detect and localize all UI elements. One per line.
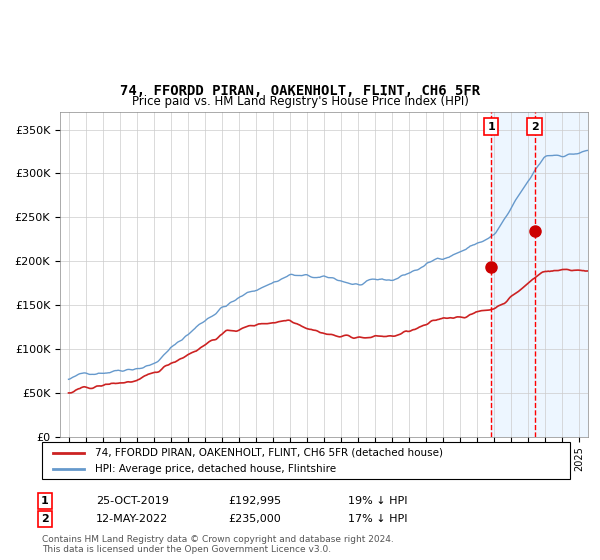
Text: 2: 2: [41, 514, 49, 524]
Text: Contains HM Land Registry data © Crown copyright and database right 2024.
This d: Contains HM Land Registry data © Crown c…: [42, 535, 394, 554]
Text: HPI: Average price, detached house, Flintshire: HPI: Average price, detached house, Flin…: [95, 464, 336, 474]
Text: £235,000: £235,000: [228, 514, 281, 524]
Text: Price paid vs. HM Land Registry's House Price Index (HPI): Price paid vs. HM Land Registry's House …: [131, 95, 469, 108]
Text: 74, FFORDD PIRAN, OAKENHOLT, FLINT, CH6 5FR: 74, FFORDD PIRAN, OAKENHOLT, FLINT, CH6 …: [120, 84, 480, 98]
Text: 1: 1: [487, 122, 495, 132]
Text: 17% ↓ HPI: 17% ↓ HPI: [348, 514, 407, 524]
Text: 25-OCT-2019: 25-OCT-2019: [96, 496, 169, 506]
Text: 1: 1: [41, 496, 49, 506]
Text: 19% ↓ HPI: 19% ↓ HPI: [348, 496, 407, 506]
FancyBboxPatch shape: [42, 442, 570, 479]
Text: 12-MAY-2022: 12-MAY-2022: [96, 514, 168, 524]
Text: 2: 2: [530, 122, 538, 132]
Bar: [491, 112, 588, 437]
Text: £192,995: £192,995: [228, 496, 281, 506]
Text: 74, FFORDD PIRAN, OAKENHOLT, FLINT, CH6 5FR (detached house): 74, FFORDD PIRAN, OAKENHOLT, FLINT, CH6 …: [95, 447, 443, 458]
